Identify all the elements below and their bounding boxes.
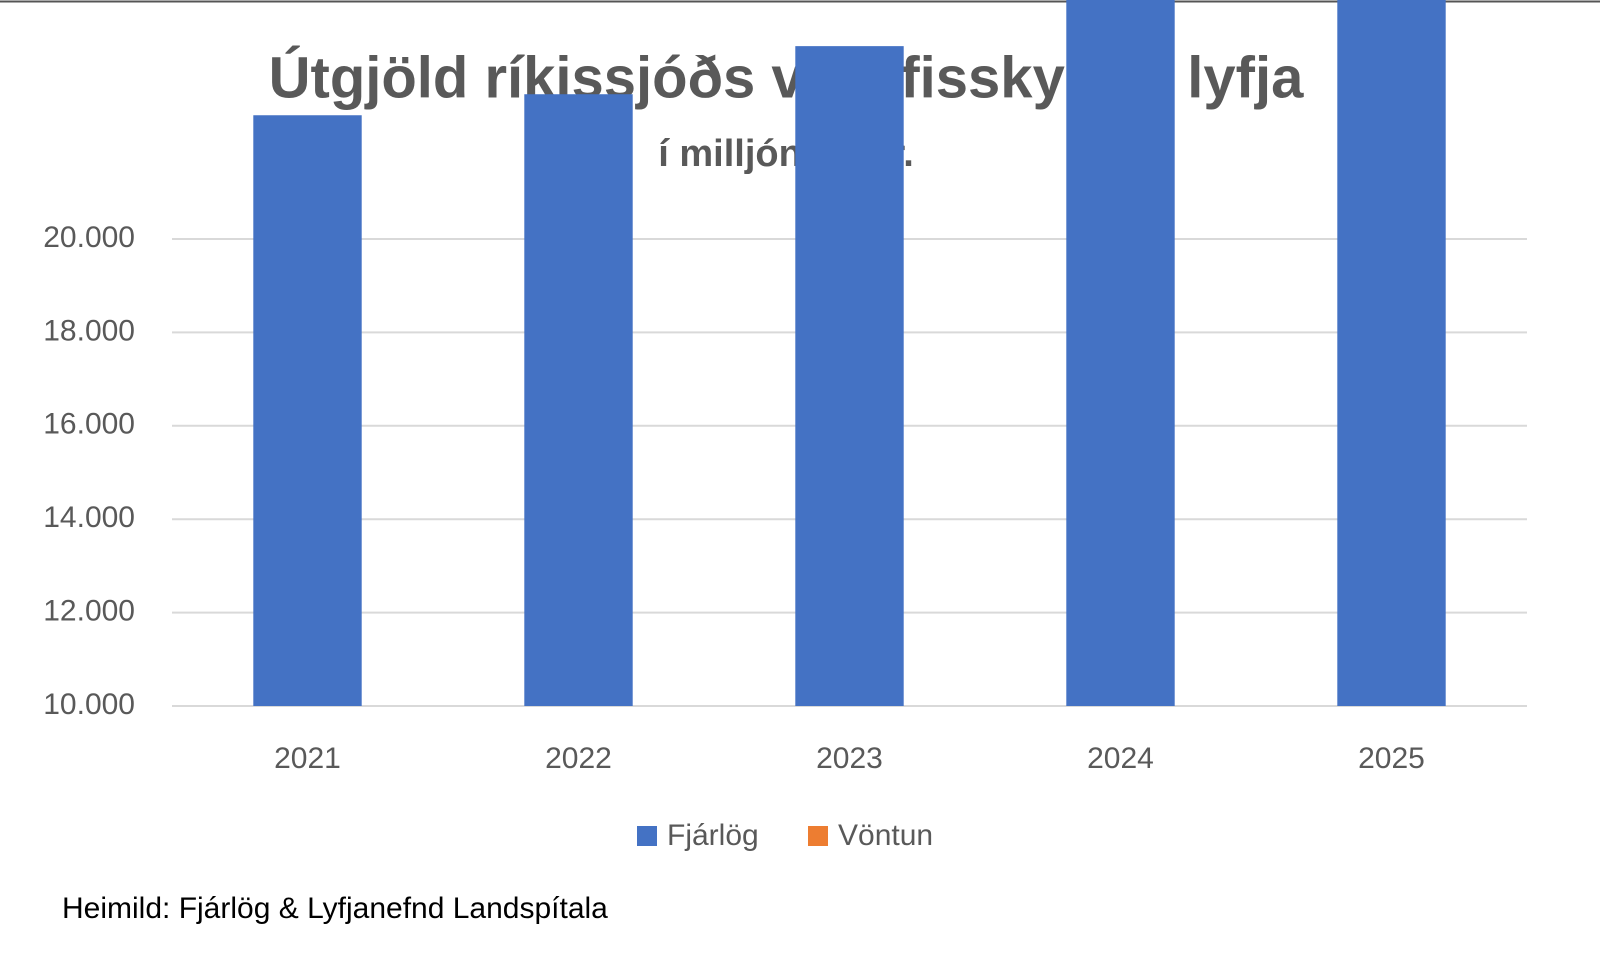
- y-tick-label: 16.000: [43, 408, 135, 441]
- legend-swatch: [637, 826, 657, 846]
- x-tick-label: 2024: [1087, 742, 1154, 775]
- legend-label: Fjárlög: [667, 819, 759, 852]
- bar-segment: [253, 115, 362, 707]
- bar-segment: [1066, 0, 1175, 707]
- y-tick-label: 12.000: [43, 595, 135, 628]
- bar-segment: [524, 94, 633, 707]
- y-tick-label: 18.000: [43, 314, 135, 347]
- x-tick-label: 2022: [545, 742, 612, 775]
- x-tick-label: 2025: [1358, 742, 1425, 775]
- bar-segment: [795, 46, 904, 706]
- legend-label: Vöntun: [838, 819, 933, 852]
- y-tick-label: 20.000: [43, 221, 135, 254]
- source-note: Heimild: Fjárlög & Lyfjanefnd Landspítal…: [62, 892, 608, 925]
- y-tick-label: 10.000: [43, 688, 135, 721]
- y-tick-label: 14.000: [43, 501, 135, 534]
- legend-swatch: [808, 826, 828, 846]
- bar-segment: [1337, 0, 1446, 706]
- x-tick-label: 2021: [274, 742, 341, 775]
- x-tick-label: 2023: [816, 742, 883, 775]
